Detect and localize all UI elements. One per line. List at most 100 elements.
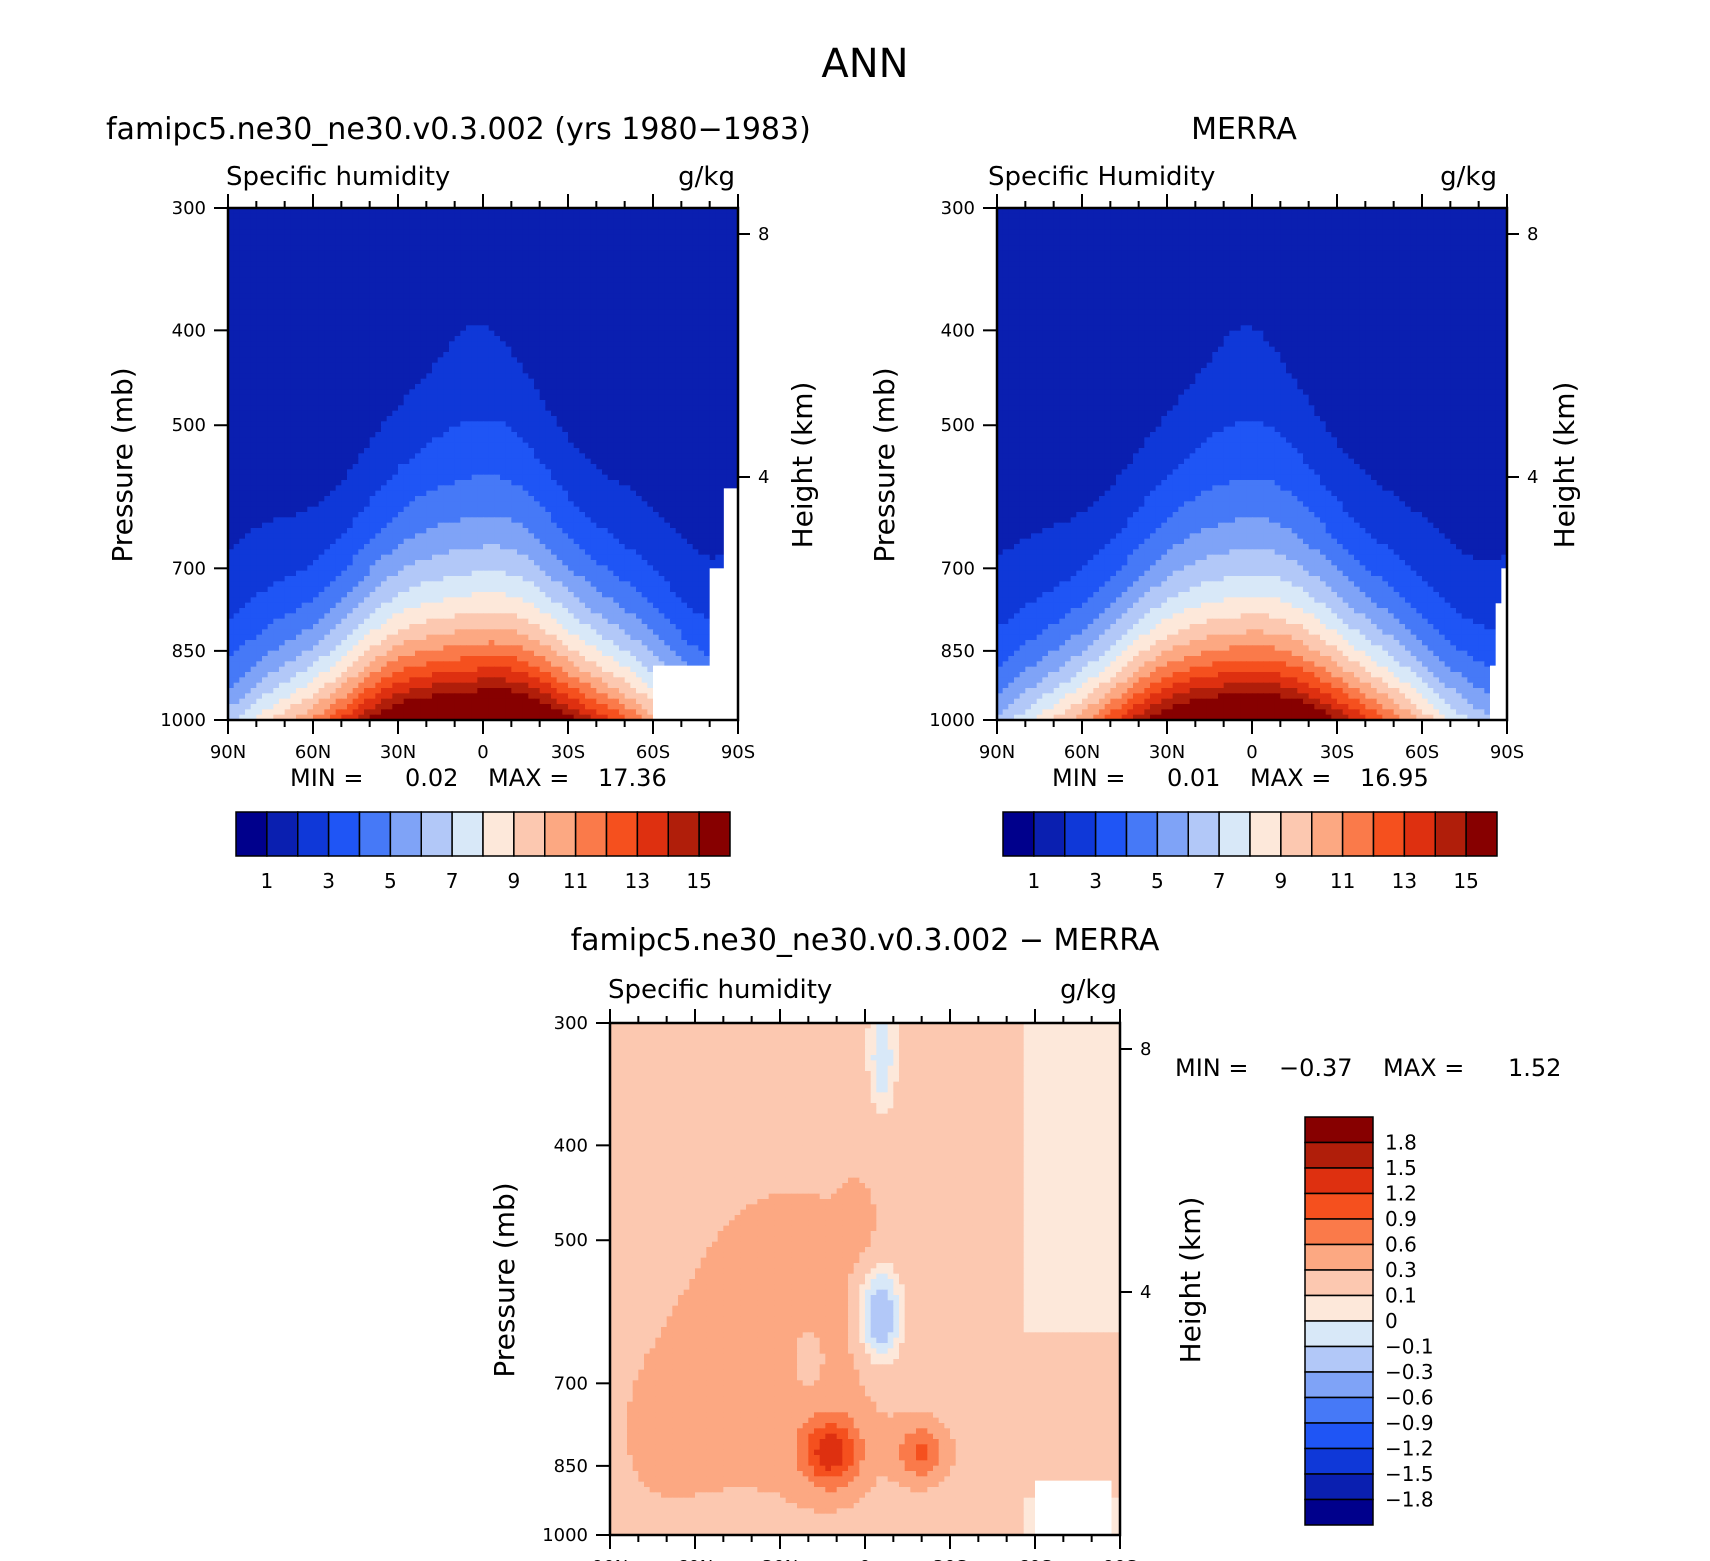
field-cell [318,320,325,326]
field-cell [556,330,563,337]
field-cell [449,234,456,241]
field-cell [290,453,297,460]
field-cell [534,245,541,252]
field-cell [732,261,739,268]
field-cell [483,250,490,257]
field-cell [250,256,257,262]
field-cell [466,288,473,294]
field-cell [307,234,314,241]
field-cell [301,432,308,438]
field-cell [551,410,558,417]
field-cell [403,346,410,353]
field-cell [290,293,297,300]
field-cell [262,496,269,502]
field-cell [590,256,597,262]
field-cell [392,320,399,326]
field-cell [245,208,252,214]
field-cell [415,448,422,454]
field-cell [664,240,671,246]
field-cell [585,485,592,492]
field-cell [477,373,484,380]
field-cell [313,405,320,412]
field-cell [409,437,416,444]
field-cell [562,480,569,486]
field-cell [613,485,620,492]
field-cell [721,330,728,337]
field-cell [551,330,558,337]
field-cell [324,250,331,257]
field-cell [630,485,637,492]
field-cell [522,490,529,497]
field-cell [494,416,501,422]
field-cell [250,309,257,316]
field-cell [273,496,280,502]
field-cell [432,357,439,364]
field-cell [352,469,359,476]
field-cell [415,314,422,321]
field-cell [517,389,524,396]
field-cell [721,229,728,236]
field-cell [607,469,614,476]
field-cell [607,213,614,220]
field-cell [664,330,671,337]
field-cell [426,218,433,225]
field-cell [262,490,269,497]
field-cell [704,474,711,481]
field-cell [624,410,631,417]
field-cell [318,213,325,220]
field-cell [403,485,410,492]
field-cell [375,218,382,225]
field-cell [528,282,535,289]
field-cell [369,432,376,438]
field-cell [596,266,603,273]
field-cell [398,469,405,476]
field-cell [313,496,320,502]
field-cell [477,378,484,385]
field-cell [375,485,382,492]
field-cell [596,234,603,241]
field-cell [534,277,541,284]
field-cell [630,240,637,246]
field-cell [318,304,325,310]
field-cell [664,224,671,230]
field-cell [494,309,501,316]
field-cell [539,288,546,294]
field-cell [715,389,722,396]
field-cell [522,362,529,369]
field-cell [228,314,235,321]
field-cell [375,490,382,497]
field-cell [352,293,359,300]
field-cell [432,282,439,289]
field-cell [245,282,252,289]
field-cell [250,496,257,502]
field-cell [619,261,626,268]
field-cell [239,245,246,252]
field-cell [267,314,274,321]
field-cell [636,256,643,262]
field-cell [534,330,541,337]
field-cell [233,256,240,262]
field-cell [579,378,586,385]
field-cell [511,288,518,294]
field-cell [607,272,614,278]
field-cell [454,240,461,246]
field-cell [364,352,371,358]
field-cell [664,474,671,481]
field-cell [449,437,456,444]
field-cell [556,352,563,358]
field-cell [466,485,473,492]
field-cell [664,229,671,236]
field-cell [471,346,478,353]
field-cell [692,250,699,257]
field-cell [335,213,342,220]
field-cell [239,261,246,268]
field-cell [284,458,291,465]
field-cell [466,410,473,417]
field-cell [262,314,269,321]
field-cell [318,453,325,460]
field-cell [364,496,371,502]
field-cell [273,245,280,252]
field-cell [653,240,660,246]
field-cell [704,213,711,220]
field-cell [511,368,518,374]
